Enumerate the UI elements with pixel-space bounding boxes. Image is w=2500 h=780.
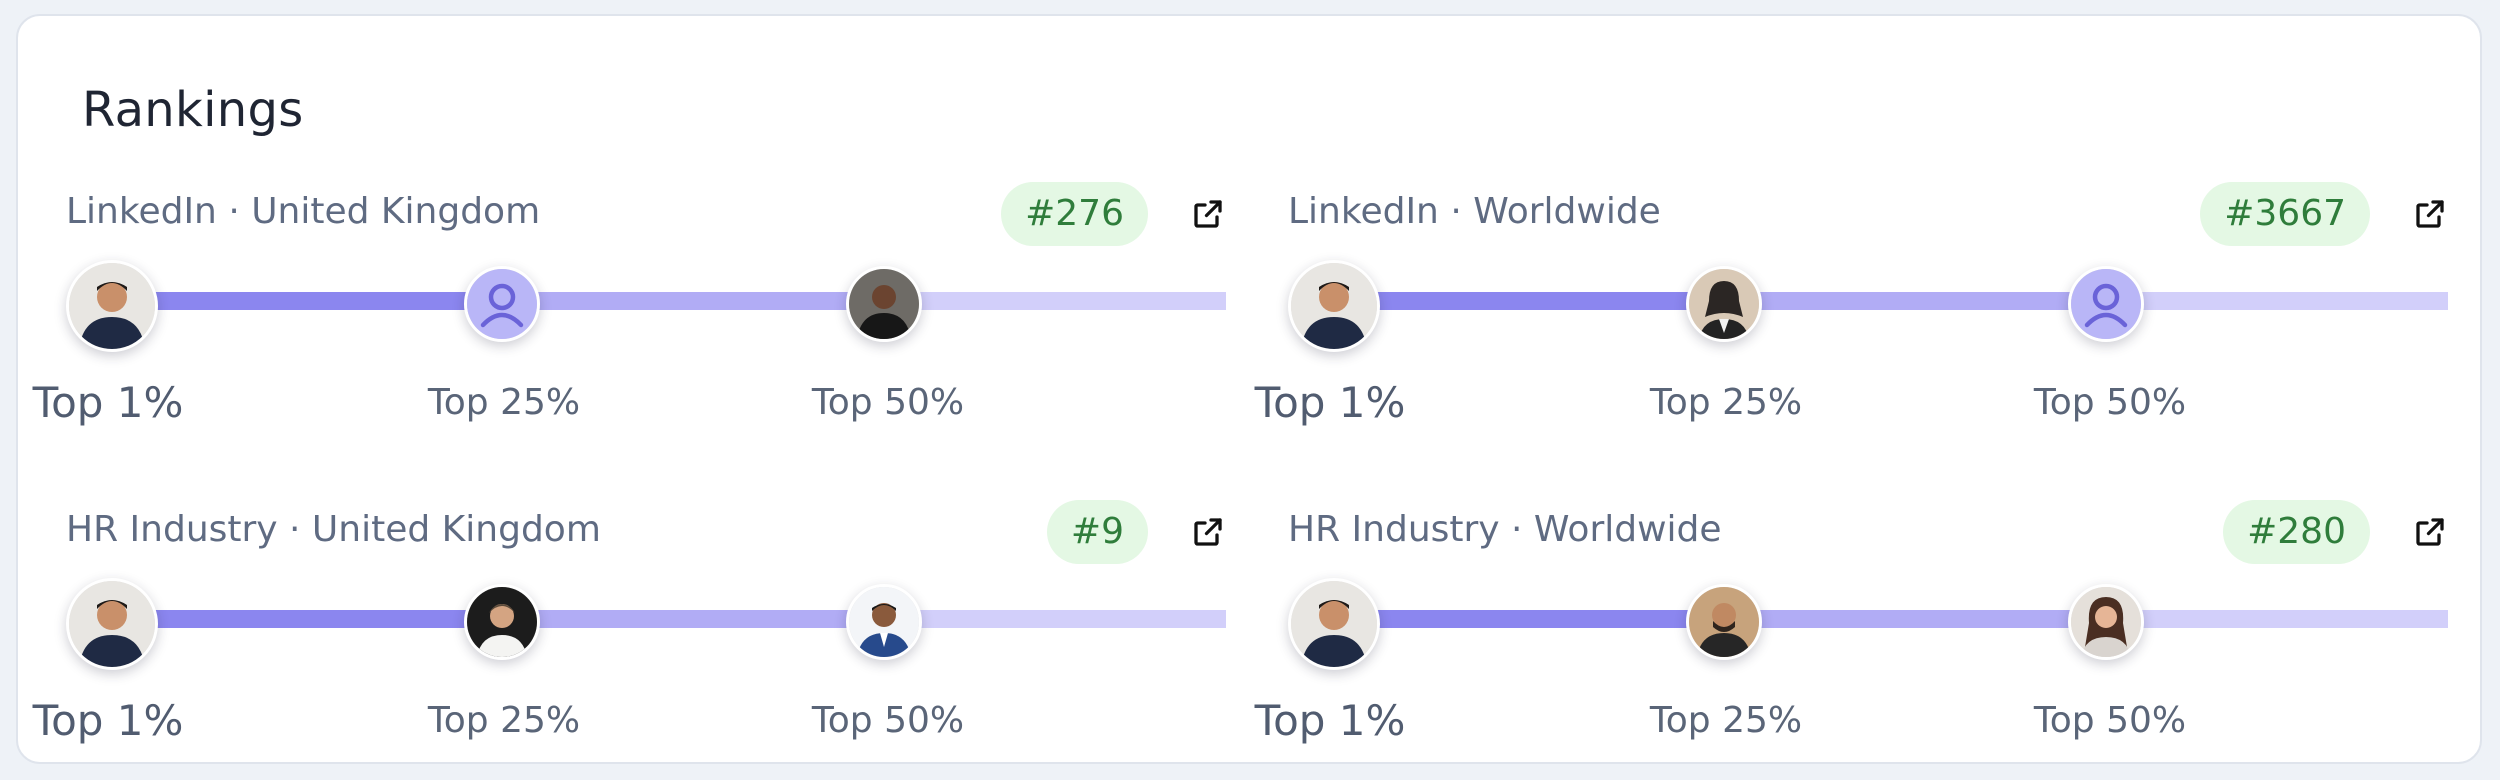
rankings-card: Rankings LinkedIn · United Kingdom #276 … bbox=[16, 14, 2482, 764]
avatar bbox=[1686, 266, 1762, 342]
external-link-icon[interactable] bbox=[1190, 514, 1226, 550]
progress-segment-mid bbox=[476, 610, 860, 628]
tier-label-top-50: Top 50% bbox=[2033, 382, 2187, 423]
ranking-panel-hr-industry-worldwide: HR Industry · Worldwide #280 Top 1% Top … bbox=[1255, 500, 2448, 780]
avatar bbox=[464, 584, 540, 660]
tier-label-top-25: Top 25% bbox=[427, 700, 581, 741]
tier-label-top-50: Top 50% bbox=[2033, 700, 2187, 741]
progress-segment-low bbox=[2082, 610, 2448, 628]
progress-segment-low bbox=[2082, 292, 2448, 310]
rank-badge: #280 bbox=[2223, 500, 2370, 564]
tier-label-top-50: Top 50% bbox=[811, 700, 965, 741]
progress-segment-top bbox=[146, 610, 476, 628]
progress-segment-mid bbox=[1698, 292, 2082, 310]
rank-badge: #3667 bbox=[2200, 182, 2370, 246]
tier-label-top-50: Top 50% bbox=[811, 382, 965, 423]
progress-segment-mid bbox=[1698, 610, 2082, 628]
rank-badge: #9 bbox=[1046, 500, 1148, 564]
avatar bbox=[1686, 584, 1762, 660]
avatar bbox=[2068, 584, 2144, 660]
tier-label-top-1: Top 1% bbox=[1254, 696, 1406, 745]
progress-segment-top bbox=[146, 292, 476, 310]
avatar bbox=[66, 260, 158, 352]
tier-label-top-25: Top 25% bbox=[1649, 382, 1803, 423]
external-link-icon[interactable] bbox=[2412, 196, 2448, 232]
avatar bbox=[1288, 260, 1380, 352]
current-user-avatar bbox=[464, 266, 540, 342]
tier-label-top-1: Top 1% bbox=[32, 378, 184, 427]
ranking-title: HR Industry · Worldwide bbox=[1288, 509, 1722, 550]
ranking-title: HR Industry · United Kingdom bbox=[66, 509, 601, 550]
external-link-icon[interactable] bbox=[1190, 196, 1226, 232]
external-link-icon[interactable] bbox=[2412, 514, 2448, 550]
rank-badge: #276 bbox=[1001, 182, 1148, 246]
progress-segment-top bbox=[1368, 292, 1698, 310]
ranking-panel-linkedin-uk: LinkedIn · United Kingdom #276 Top 1% To… bbox=[33, 182, 1226, 462]
tier-label-top-25: Top 25% bbox=[427, 382, 581, 423]
tier-label-top-25: Top 25% bbox=[1649, 700, 1803, 741]
ranking-title: LinkedIn · Worldwide bbox=[1288, 191, 1661, 232]
progress-segment-low bbox=[860, 292, 1226, 310]
avatar bbox=[1288, 578, 1380, 670]
tier-label-top-1: Top 1% bbox=[1254, 378, 1406, 427]
progress-segment-mid bbox=[476, 292, 860, 310]
current-user-avatar bbox=[2068, 266, 2144, 342]
avatar bbox=[846, 584, 922, 660]
avatar bbox=[66, 578, 158, 670]
progress-segment-top bbox=[1368, 610, 1698, 628]
ranking-panel-linkedin-worldwide: LinkedIn · Worldwide #3667 Top 1% Top 25… bbox=[1255, 182, 2448, 462]
progress-segment-low bbox=[860, 610, 1226, 628]
tier-label-top-1: Top 1% bbox=[32, 696, 184, 745]
card-title: Rankings bbox=[82, 82, 304, 138]
avatar bbox=[846, 266, 922, 342]
ranking-title: LinkedIn · United Kingdom bbox=[66, 191, 541, 232]
ranking-panel-hr-industry-uk: HR Industry · United Kingdom #9 Top 1% T… bbox=[33, 500, 1226, 780]
